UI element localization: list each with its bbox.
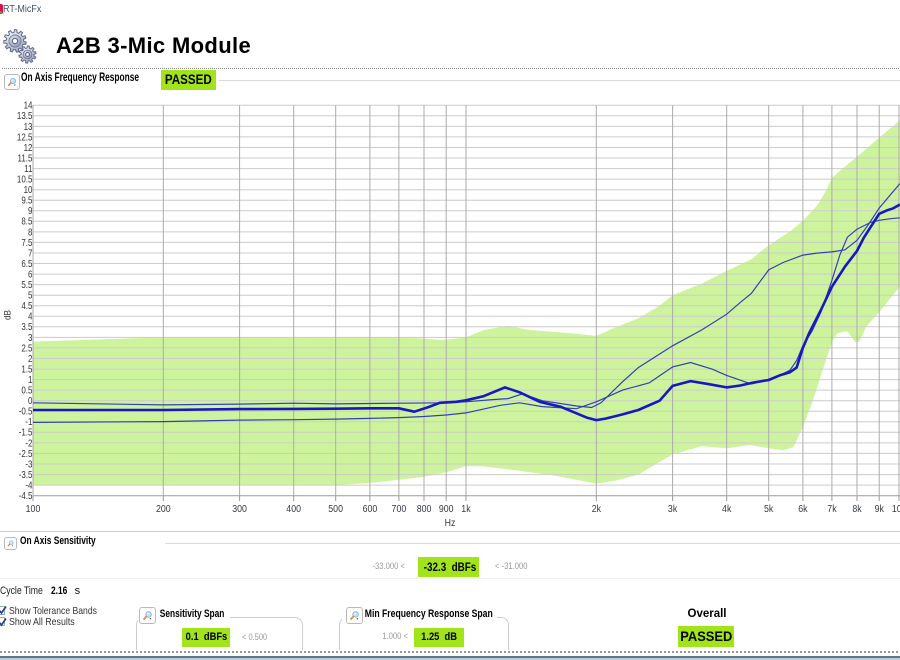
svg-text:1: 1 bbox=[28, 374, 32, 385]
svg-text:7.5: 7.5 bbox=[21, 237, 32, 248]
svg-text:dB: dB bbox=[3, 310, 14, 320]
svg-text:700: 700 bbox=[392, 502, 407, 514]
svg-text:100: 100 bbox=[26, 502, 41, 514]
svg-text:800: 800 bbox=[417, 502, 432, 514]
svg-text:5.5: 5.5 bbox=[21, 279, 32, 290]
svg-text:6.5: 6.5 bbox=[21, 258, 32, 269]
svg-text:12.5: 12.5 bbox=[17, 131, 33, 142]
svg-text:10.5: 10.5 bbox=[17, 174, 33, 185]
svg-text:-3.5: -3.5 bbox=[19, 469, 33, 480]
svg-text:-4: -4 bbox=[25, 480, 32, 491]
svg-text:11: 11 bbox=[24, 163, 32, 174]
svg-text:1.5: 1.5 bbox=[21, 364, 32, 375]
svg-text:4.5: 4.5 bbox=[21, 300, 32, 311]
svg-text:-3: -3 bbox=[25, 459, 32, 470]
svg-text:2.5: 2.5 bbox=[21, 342, 32, 353]
svg-text:-1.5: -1.5 bbox=[19, 427, 33, 438]
svg-text:4: 4 bbox=[28, 311, 32, 322]
svg-text:8: 8 bbox=[28, 226, 32, 237]
svg-text:500: 500 bbox=[328, 502, 343, 514]
svg-text:11.5: 11.5 bbox=[18, 153, 33, 164]
svg-text:13: 13 bbox=[24, 121, 33, 132]
svg-text:12: 12 bbox=[24, 142, 33, 153]
svg-text:6: 6 bbox=[28, 269, 32, 280]
svg-text:5k: 5k bbox=[764, 502, 774, 514]
svg-text:13.5: 13.5 bbox=[17, 110, 33, 121]
svg-text:7: 7 bbox=[28, 248, 32, 259]
svg-text:900: 900 bbox=[439, 502, 454, 514]
svg-text:6k: 6k bbox=[798, 502, 808, 514]
svg-text:9: 9 bbox=[28, 205, 32, 216]
svg-text:14: 14 bbox=[24, 100, 33, 111]
svg-text:200: 200 bbox=[156, 502, 171, 514]
svg-text:0.5: 0.5 bbox=[21, 385, 32, 396]
svg-text:2k: 2k bbox=[592, 502, 602, 514]
svg-text:600: 600 bbox=[363, 502, 378, 514]
svg-text:Hz: Hz bbox=[445, 516, 456, 528]
svg-text:-0.5: -0.5 bbox=[19, 406, 33, 417]
svg-text:-2.5: -2.5 bbox=[19, 448, 33, 459]
svg-text:10k: 10k bbox=[892, 502, 900, 514]
svg-text:8k: 8k bbox=[852, 502, 862, 514]
svg-text:10: 10 bbox=[24, 184, 33, 195]
svg-text:1k: 1k bbox=[461, 502, 471, 514]
svg-text:0: 0 bbox=[28, 395, 32, 406]
svg-text:7k: 7k bbox=[827, 502, 837, 514]
svg-text:9k: 9k bbox=[875, 502, 885, 514]
svg-text:-2: -2 bbox=[25, 437, 32, 448]
svg-text:400: 400 bbox=[286, 502, 301, 514]
svg-text:2: 2 bbox=[28, 353, 32, 364]
svg-text:-1: -1 bbox=[25, 416, 32, 427]
svg-text:3.5: 3.5 bbox=[21, 321, 32, 332]
svg-text:-4.5: -4.5 bbox=[19, 490, 33, 501]
svg-text:8.5: 8.5 bbox=[21, 216, 32, 227]
svg-text:3k: 3k bbox=[668, 502, 678, 514]
svg-text:4k: 4k bbox=[722, 502, 732, 514]
svg-text:5: 5 bbox=[28, 290, 32, 301]
svg-text:3: 3 bbox=[28, 332, 32, 343]
svg-text:9.5: 9.5 bbox=[21, 195, 32, 206]
svg-text:300: 300 bbox=[232, 502, 247, 514]
